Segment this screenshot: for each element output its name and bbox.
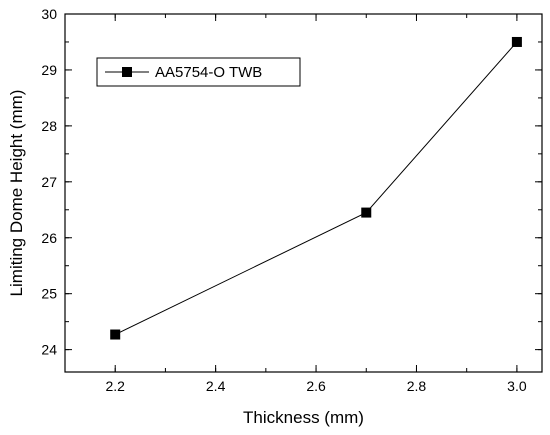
y-tick-label: 29	[41, 62, 57, 78]
series-layer	[110, 36, 522, 340]
x-tick-label: 3.0	[507, 378, 527, 394]
x-tick-label: 2.2	[105, 378, 125, 394]
y-axis-title: Limiting Dome Height (mm)	[7, 90, 26, 297]
data-point-marker	[511, 36, 522, 47]
x-tick-label: 2.6	[306, 378, 326, 394]
data-point-marker	[361, 207, 372, 218]
legend: AA5754-O TWB	[96, 57, 301, 87]
x-tick-label: 2.4	[206, 378, 226, 394]
y-tick-label: 27	[41, 174, 57, 190]
y-tick-label: 30	[41, 6, 57, 22]
y-tick-label: 28	[41, 118, 57, 134]
y-tick-label: 26	[41, 230, 57, 246]
y-axis-ticks: 24 25 26 27 28 29 30	[41, 6, 542, 358]
y-tick-label: 25	[41, 286, 57, 302]
legend-label: AA5754-O TWB	[155, 64, 262, 81]
x-tick-label: 2.8	[407, 378, 427, 394]
y-tick-label: 24	[41, 342, 57, 358]
x-axis-title: Thickness (mm)	[243, 408, 364, 427]
plot-frame	[64, 13, 543, 373]
x-axis-ticks: 2.2 2.4 2.6 2.8 3.0	[64, 14, 527, 394]
data-point-marker	[110, 329, 121, 340]
plot-border	[64, 13, 543, 373]
legend-marker	[122, 67, 132, 77]
